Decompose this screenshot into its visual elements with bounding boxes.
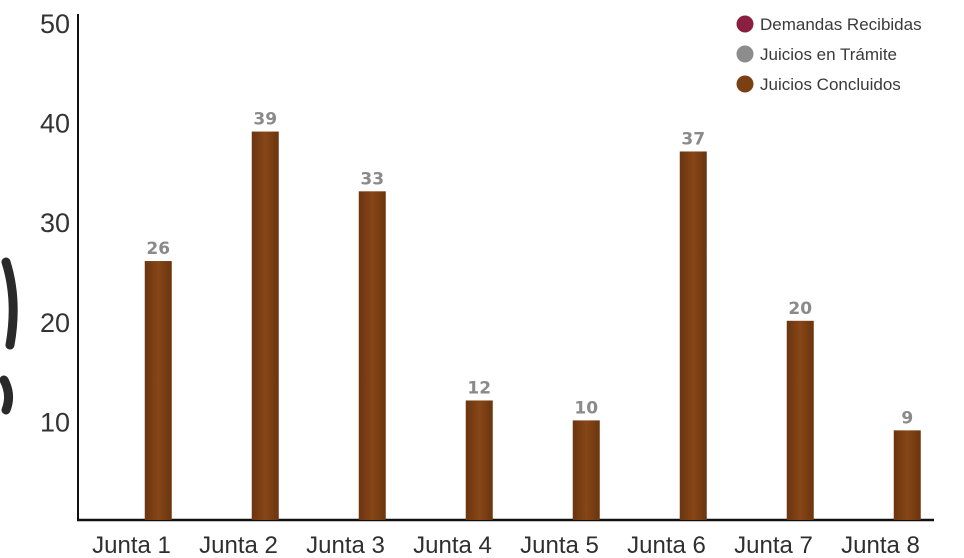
bar-junta-4 [465,400,493,520]
bar-junta-5 [572,420,600,520]
bars [144,131,921,521]
x-tick-label: Junta 4 [413,532,492,558]
x-tick-label: Junta 2 [199,532,278,558]
data-label: 26 [146,239,170,259]
x-tick-label: Junta 5 [520,532,599,558]
x-tick-label: Junta 3 [306,532,385,558]
bar-junta-8 [893,430,921,520]
legend-label: Juicios Concluidos [760,75,901,94]
data-label: 9 [901,408,913,428]
data-label: 37 [681,129,705,149]
data-label: 12 [467,378,491,398]
y-tick-label: 20 [40,308,70,338]
y-tick-label: 10 [40,407,70,437]
bar-junta-2 [251,131,279,520]
bar-junta-3 [358,191,386,520]
y-tick-labels: 10 20 30 40 50 [40,9,70,437]
bar-junta-1 [144,261,172,520]
x-tick-label: Junta 6 [627,532,706,558]
legend-swatch [736,45,754,63]
data-label: 10 [574,398,598,418]
data-label: 39 [253,110,277,130]
data-labels: 26 39 33 12 10 37 20 9 [146,110,913,429]
y-tick-label: 50 [40,9,70,39]
bar-junta-7 [786,320,814,520]
decorative-arc [0,257,18,415]
legend: Demandas Recibidas Juicios en Trámite Juic… [736,15,922,94]
legend-swatch [736,15,754,33]
bar-junta-6 [679,151,707,521]
y-tick-label: 40 [40,109,70,139]
x-tick-label: Junta 8 [841,532,920,558]
y-tick-label: 30 [40,208,70,238]
x-tick-labels: Junta 1 Junta 2 Junta 3 Junta 4 Junta 5 Junta… [92,532,920,558]
x-tick-label: Junta 1 [92,532,171,558]
legend-label: Demandas Recibidas [760,15,922,34]
legend-swatch [736,75,754,93]
legend-label: Juicios en Trámite [760,45,897,64]
data-label: 33 [360,169,384,189]
x-tick-label: Junta 7 [734,532,813,558]
data-label: 20 [788,299,812,319]
